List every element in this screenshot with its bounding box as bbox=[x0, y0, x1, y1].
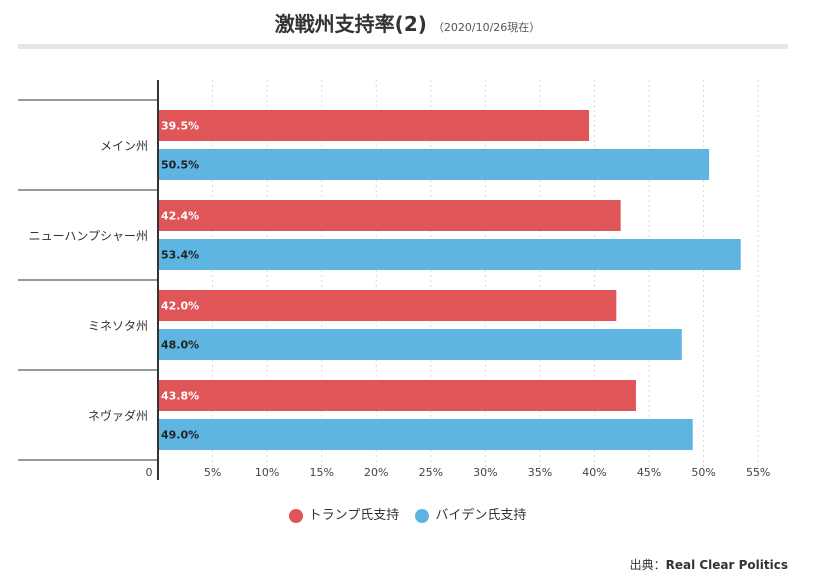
category-label-3: ネヴァダ州 bbox=[88, 408, 148, 423]
bar-biden-3 bbox=[158, 419, 693, 450]
x-tick-label-0: 0 bbox=[146, 466, 153, 479]
legend: トランプ氏支持 バイデン氏支持 bbox=[0, 504, 815, 523]
data-label-biden-0: 50.5% bbox=[161, 159, 199, 172]
bar-chart: 39.5% 50.5% メイン州 42.4% 53.4% ニューハンプシャー州 42.0% 4… bbox=[18, 80, 770, 480]
bar-trump-1 bbox=[158, 200, 621, 231]
source-credit: 出典：Real Clear Politics bbox=[630, 556, 788, 573]
legend-label-trump: トランプ氏支持 bbox=[308, 508, 400, 523]
title-divider bbox=[18, 44, 788, 49]
data-label-trump-3: 43.8% bbox=[161, 390, 199, 403]
legend-swatch-biden bbox=[415, 508, 430, 523]
legend-label-biden: バイデン氏支持 bbox=[435, 508, 527, 523]
x-tick-label-15: 15% bbox=[309, 466, 333, 479]
x-tick-label-35: 35% bbox=[528, 466, 552, 479]
chart-subtitle: （2020/10/26現在） bbox=[432, 21, 541, 34]
data-label-trump-2: 42.0% bbox=[161, 300, 199, 313]
bar-trump-0 bbox=[158, 110, 590, 141]
x-tick-label-55: 55% bbox=[746, 466, 770, 479]
data-label-trump-0: 39.5% bbox=[161, 120, 199, 133]
category-label-1: ニューハンプシャー州 bbox=[29, 229, 148, 243]
x-tick-label-5: 5% bbox=[204, 466, 221, 479]
chart-title: 激戦州支持率(2) bbox=[274, 12, 427, 36]
x-tick-label-30: 30% bbox=[473, 466, 497, 479]
data-label-biden-1: 53.4% bbox=[161, 249, 199, 262]
data-label-biden-3: 49.0% bbox=[161, 429, 199, 442]
x-tick-label-10: 10% bbox=[255, 466, 279, 479]
source-prefix: 出典： bbox=[629, 558, 666, 572]
bar-trump-2 bbox=[158, 290, 617, 321]
x-tick-label-50: 50% bbox=[691, 466, 715, 479]
legend-item-trump: トランプ氏支持 bbox=[288, 504, 400, 523]
source-name: Real Clear Politics bbox=[665, 558, 788, 572]
x-tick-label-40: 40% bbox=[582, 466, 606, 479]
category-label-2: ミネソタ州 bbox=[88, 319, 148, 333]
x-tick-label-25: 25% bbox=[419, 466, 443, 479]
x-tick-label-45: 45% bbox=[637, 466, 661, 479]
legend-swatch-trump bbox=[288, 508, 303, 523]
chart-title-row: 激戦州支持率(2) （2020/10/26現在） bbox=[0, 8, 815, 37]
bar-trump-3 bbox=[158, 380, 636, 411]
x-tick-label-20: 20% bbox=[364, 466, 388, 479]
data-label-trump-1: 42.4% bbox=[161, 210, 199, 223]
bar-biden-0 bbox=[158, 149, 710, 180]
legend-item-biden: バイデン氏支持 bbox=[415, 504, 526, 523]
bar-biden-2 bbox=[158, 329, 682, 360]
bar-biden-1 bbox=[158, 239, 741, 270]
data-label-biden-2: 48.0% bbox=[161, 339, 199, 352]
category-label-0: メイン州 bbox=[100, 139, 148, 153]
